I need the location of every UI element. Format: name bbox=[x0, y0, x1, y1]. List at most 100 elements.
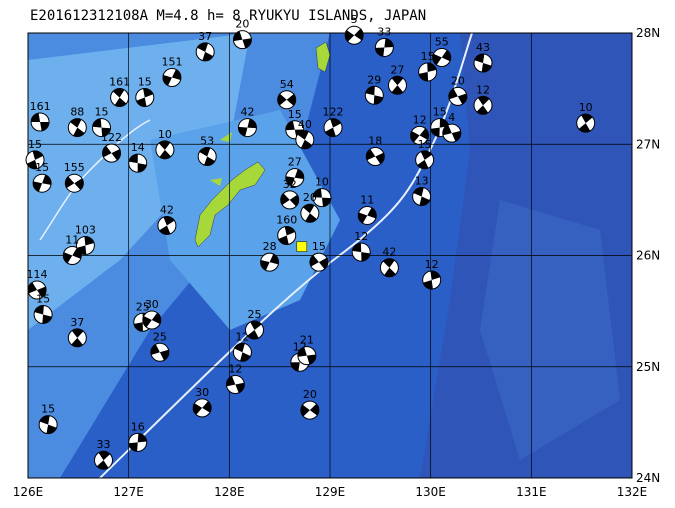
focal-mechanism bbox=[418, 62, 438, 82]
beachball-quadrant bbox=[260, 254, 279, 271]
focal-mechanism bbox=[237, 118, 257, 138]
depth-label: 122 bbox=[323, 106, 344, 119]
map-frame bbox=[27, 32, 633, 479]
focal-mechanism bbox=[192, 398, 212, 418]
focal-mechanism bbox=[75, 235, 95, 255]
depth-label: 15 bbox=[433, 106, 447, 119]
focal-mechanism bbox=[128, 153, 148, 173]
depth-label: 21 bbox=[300, 334, 314, 347]
depth-label: 15 bbox=[288, 108, 302, 121]
lon-tick-label: 132E bbox=[617, 485, 648, 499]
depth-label: 10 bbox=[315, 176, 329, 189]
beachball-quadrant bbox=[26, 150, 44, 169]
beachball-quadrant bbox=[309, 255, 328, 270]
depth-label: 18 bbox=[368, 134, 382, 147]
focal-mechanism bbox=[102, 143, 122, 163]
lon-tick-label: 130E bbox=[415, 485, 446, 499]
focal-mechanism bbox=[374, 37, 394, 57]
beachball-quadrant bbox=[150, 344, 169, 361]
map-title: E201612312108A M=4.8 h= 8 RYUKYU ISLANDS… bbox=[30, 8, 426, 24]
depth-label: 16 bbox=[131, 420, 145, 433]
focal-mechanism bbox=[232, 342, 252, 362]
beachball-quadrant bbox=[158, 140, 171, 159]
beachball-quadrant bbox=[375, 38, 394, 57]
beachball-quadrant bbox=[297, 347, 316, 365]
beachball-quadrant bbox=[112, 88, 127, 107]
beachball-quadrant bbox=[76, 236, 94, 255]
depth-label: 53 bbox=[200, 134, 214, 147]
depth-label: 43 bbox=[476, 41, 490, 54]
beachball-quadrant bbox=[365, 86, 384, 105]
focal-mechanism bbox=[365, 146, 385, 166]
beachball-quadrant bbox=[247, 321, 262, 340]
depth-label: 32 bbox=[283, 178, 297, 191]
depth-label: 122 bbox=[101, 131, 122, 144]
beachball-quadrant bbox=[297, 130, 313, 149]
beachball-quadrant bbox=[199, 147, 215, 166]
focal-mechanism bbox=[432, 47, 452, 67]
focal-mechanism bbox=[27, 280, 47, 300]
beachball-quadrant bbox=[366, 149, 385, 164]
depth-label: 155 bbox=[64, 161, 85, 174]
lat-tick-label: 25N bbox=[636, 360, 660, 374]
beachball-quadrant bbox=[128, 154, 147, 173]
focal-mechanism bbox=[64, 173, 84, 193]
depth-label: 40 bbox=[298, 118, 312, 131]
lat-tick-label: 24N bbox=[636, 471, 660, 485]
beachball-quadrant bbox=[238, 118, 257, 137]
beachball-quadrant bbox=[162, 69, 181, 86]
beachball-quadrant bbox=[233, 31, 252, 49]
focal-mechanism bbox=[442, 123, 462, 143]
beachball-quadrant bbox=[352, 243, 371, 262]
lon-tick-label: 127E bbox=[113, 485, 144, 499]
beachball-quadrant bbox=[39, 415, 57, 434]
beachball-quadrant bbox=[193, 401, 212, 415]
focal-mechanism bbox=[150, 342, 170, 362]
beachball-quadrant bbox=[277, 93, 296, 106]
focal-mechanism bbox=[285, 168, 305, 188]
lon-tick-label: 131E bbox=[516, 485, 547, 499]
depth-label: 4 bbox=[448, 111, 455, 124]
beachball-quadrant bbox=[197, 42, 214, 61]
beachball-quadrant bbox=[136, 88, 154, 107]
focal-mechanism bbox=[142, 310, 162, 330]
focal-mechanism bbox=[379, 258, 399, 278]
focal-mechanism bbox=[25, 150, 45, 170]
lat-tick-label: 26N bbox=[636, 249, 660, 263]
focal-mechanism bbox=[412, 187, 432, 207]
depth-label: 12 bbox=[228, 363, 242, 376]
focal-mechanism bbox=[225, 375, 245, 395]
depth-label: 20 bbox=[303, 191, 317, 204]
beachball-quadrant bbox=[142, 312, 161, 328]
beachball-quadrant bbox=[448, 88, 467, 105]
depth-label: 12 bbox=[425, 258, 439, 271]
depth-label: 54 bbox=[280, 78, 294, 91]
depth-label: 12 bbox=[413, 113, 427, 126]
beachball-quadrant bbox=[34, 305, 52, 324]
depth-label: 161 bbox=[30, 100, 51, 113]
beachball-quadrant bbox=[430, 118, 449, 137]
focal-mechanism bbox=[67, 118, 87, 138]
depth-label: 37 bbox=[198, 30, 212, 43]
focal-mechanism bbox=[351, 242, 371, 262]
beachball-quadrant bbox=[383, 258, 396, 277]
beachball-quadrant bbox=[285, 169, 304, 187]
depth-label: 42 bbox=[382, 246, 396, 259]
beachball-quadrant bbox=[300, 403, 319, 417]
beachball-quadrant bbox=[63, 247, 82, 264]
focal-mechanism bbox=[32, 173, 52, 193]
beachball-quadrant bbox=[432, 50, 451, 65]
beachball-quadrant bbox=[92, 118, 111, 137]
focal-mechanism bbox=[357, 205, 377, 225]
focal-mechanism bbox=[155, 140, 175, 160]
beachball-quadrant bbox=[442, 124, 461, 142]
depth-label: 15 bbox=[421, 50, 435, 63]
focal-mechanism bbox=[295, 130, 315, 150]
focal-mechanism bbox=[576, 113, 596, 133]
depth-label: 20 bbox=[451, 74, 465, 87]
depth-label: 15 bbox=[312, 240, 326, 253]
beachball-quadrant bbox=[226, 376, 245, 393]
beachball-quadrant bbox=[476, 96, 490, 115]
focal-mechanism bbox=[364, 85, 384, 105]
